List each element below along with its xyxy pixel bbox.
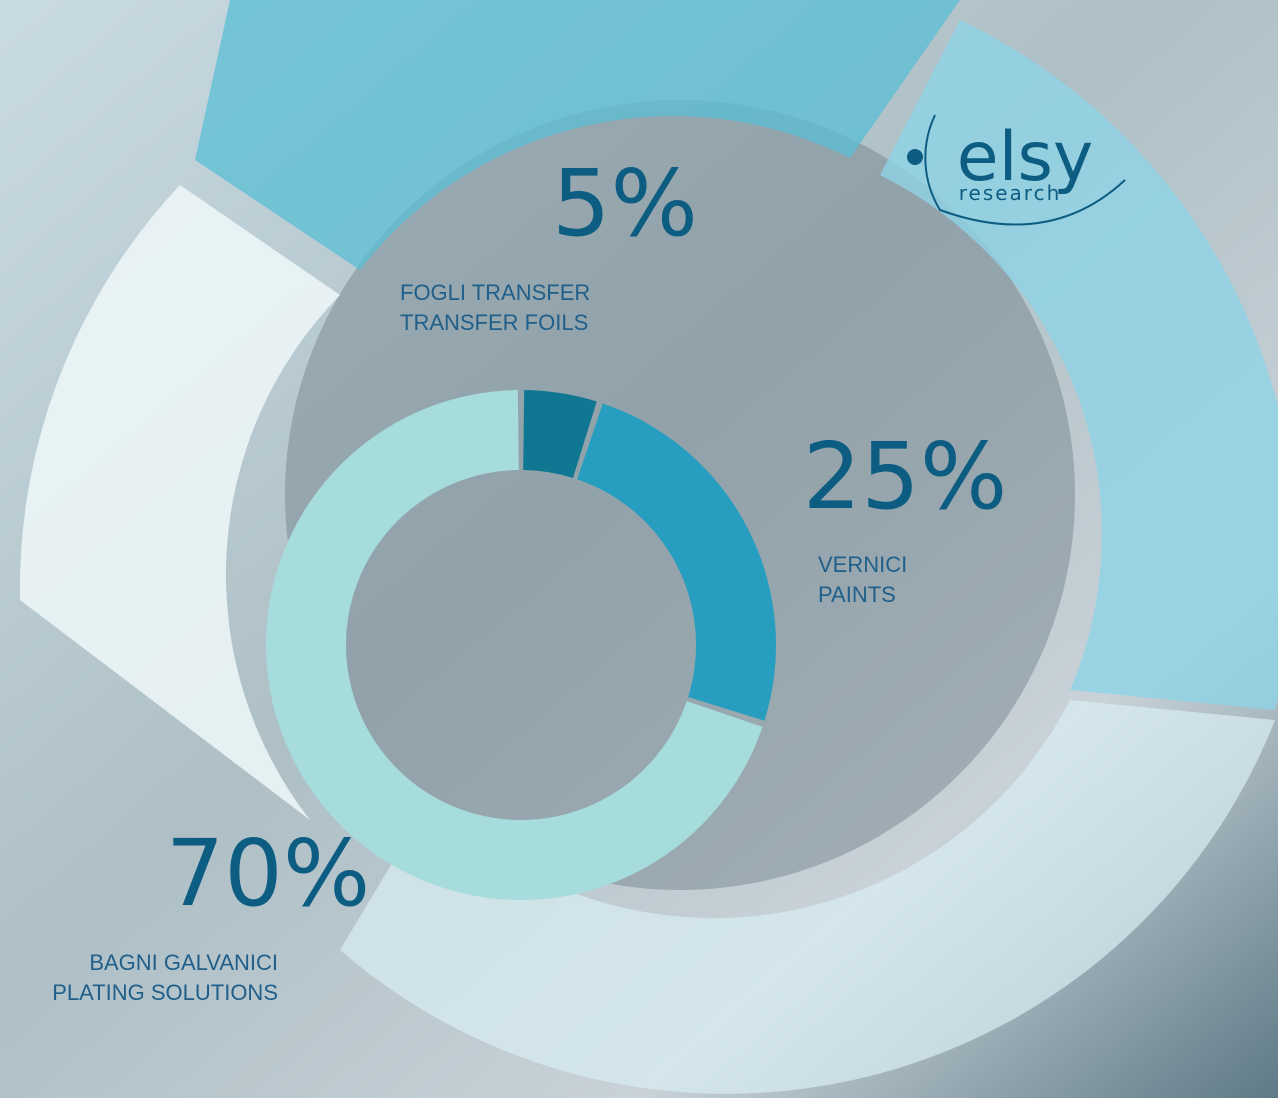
donut-segment [266, 390, 763, 900]
ring-right [880, 20, 1278, 710]
category-translation: PAINTS [818, 582, 896, 607]
logo-swoosh [924, 114, 1126, 226]
ring-left [19, 185, 340, 820]
value-label: 25% [803, 423, 1007, 530]
logo-dot [907, 149, 923, 165]
value-label: 5% [552, 150, 698, 257]
ring-bottom [340, 700, 1275, 1094]
donut-chart: 5% FOGLI TRANSFER TRANSFER FOILS 25% VERNICI… [52, 150, 1007, 1005]
category-label: VERNICI [818, 552, 907, 577]
category-label: BAGNI GALVANICI [89, 950, 278, 975]
logo-name: elsy [957, 118, 1093, 197]
ring-top [195, 0, 960, 270]
category-translation: PLATING SOLUTIONS [52, 980, 278, 1005]
donut-segment [523, 390, 597, 478]
logo: elsy research [907, 114, 1126, 226]
category-label: FOGLI TRANSFER [400, 280, 590, 305]
donut-segment [577, 403, 776, 721]
value-label: 70% [166, 820, 370, 927]
category-translation: TRANSFER FOILS [400, 310, 588, 335]
logo-tagline: research [959, 181, 1062, 205]
